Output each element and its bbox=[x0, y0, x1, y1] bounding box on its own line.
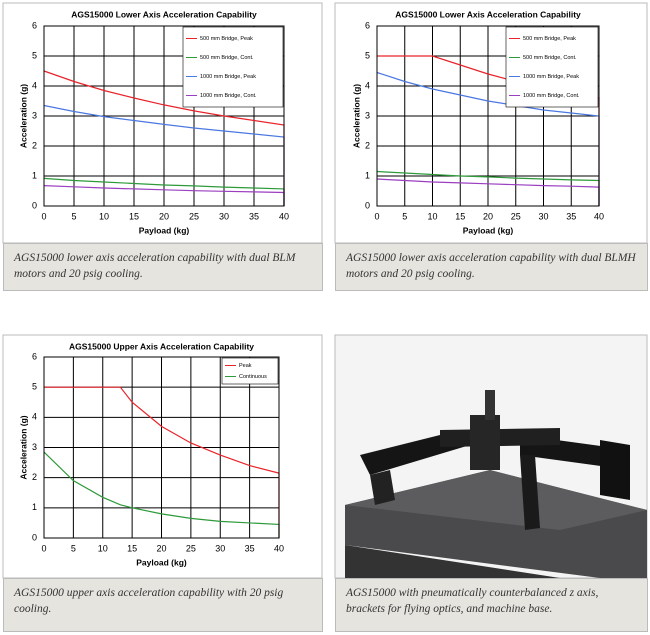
y-tick-label: 1 bbox=[32, 502, 37, 512]
x-tick-label: 25 bbox=[186, 543, 196, 553]
x-tick-label: 10 bbox=[99, 211, 109, 221]
legend-label: 500 mm Bridge, Cont. bbox=[200, 55, 254, 61]
x-tick-label: 35 bbox=[245, 543, 255, 553]
y-tick-label: 6 bbox=[32, 351, 37, 361]
chart-title: AGS15000 Lower Axis Acceleration Capabil… bbox=[395, 9, 581, 19]
legend-label: Continuous bbox=[239, 374, 267, 380]
chart-title: AGS15000 Upper Axis Acceleration Capabil… bbox=[69, 341, 254, 351]
plot-frame bbox=[43, 356, 280, 539]
caption: AGS15000 lower axis acceleration capabil… bbox=[3, 243, 323, 291]
y-tick-label: 3 bbox=[365, 110, 370, 120]
x-tick-label: 30 bbox=[538, 211, 548, 221]
y-tick-label: 5 bbox=[32, 382, 37, 392]
y-tick-label: 2 bbox=[365, 140, 370, 150]
x-tick-label: 30 bbox=[219, 211, 229, 221]
legend-label: 1000 mm Bridge, Cont. bbox=[200, 93, 257, 99]
y-tick-label: 0 bbox=[32, 532, 37, 542]
x-axis-label: Payload (kg) bbox=[136, 557, 187, 567]
legend-label: 1000 mm Bridge, Peak bbox=[523, 74, 579, 80]
y-tick-label: 4 bbox=[365, 80, 370, 90]
x-tick-label: 30 bbox=[215, 543, 225, 553]
series-line bbox=[376, 170, 600, 206]
legend-box bbox=[221, 357, 279, 385]
x-tick-label: 20 bbox=[159, 211, 169, 221]
legend-label: 500 mm Bridge, Peak bbox=[200, 36, 253, 42]
y-tick-label: 4 bbox=[32, 412, 37, 422]
y-tick-label: 5 bbox=[32, 50, 37, 60]
x-tick-label: 10 bbox=[427, 211, 437, 221]
x-tick-label: 10 bbox=[98, 543, 108, 553]
y-tick-label: 4 bbox=[32, 80, 37, 90]
x-tick-label: 5 bbox=[402, 211, 407, 221]
y-tick-label: 3 bbox=[32, 442, 37, 452]
y-tick-label: 5 bbox=[365, 50, 370, 60]
y-axis-label: Acceleration (g) bbox=[18, 415, 28, 479]
x-tick-label: 5 bbox=[71, 543, 76, 553]
y-axis-label: Acceleration (g) bbox=[18, 84, 28, 148]
x-tick-label: 40 bbox=[594, 211, 604, 221]
x-tick-label: 40 bbox=[274, 543, 284, 553]
y-axis-label: Acceleration (g) bbox=[351, 84, 361, 148]
series-line bbox=[43, 185, 285, 206]
y-tick-label: 6 bbox=[365, 20, 370, 30]
x-axis-label: Payload (kg) bbox=[463, 225, 514, 235]
x-tick-label: 15 bbox=[129, 211, 139, 221]
series-line bbox=[44, 386, 280, 538]
legend-label: 1000 mm Bridge, Cont. bbox=[523, 93, 580, 99]
x-tick-label: 25 bbox=[189, 211, 199, 221]
x-tick-label: 20 bbox=[483, 211, 493, 221]
caption: AGS15000 with pneumatically counterbalan… bbox=[335, 578, 648, 632]
y-tick-label: 3 bbox=[32, 110, 37, 120]
x-tick-label: 5 bbox=[71, 211, 76, 221]
x-axis-label: Payload (kg) bbox=[139, 225, 190, 235]
x-tick-label: 25 bbox=[511, 211, 521, 221]
y-tick-label: 2 bbox=[32, 472, 37, 482]
y-tick-label: 1 bbox=[365, 170, 370, 180]
y-tick-label: 0 bbox=[365, 200, 370, 210]
series-line bbox=[43, 451, 280, 538]
x-tick-label: 20 bbox=[156, 543, 166, 553]
photo bbox=[334, 334, 648, 579]
x-tick-label: 0 bbox=[374, 211, 379, 221]
caption: AGS15000 lower axis acceleration capabil… bbox=[335, 243, 648, 291]
plot-frame bbox=[376, 25, 600, 207]
caption: AGS15000 upper axis acceleration capabil… bbox=[3, 578, 323, 632]
series-line bbox=[43, 104, 285, 206]
series-line bbox=[376, 178, 600, 206]
x-tick-label: 40 bbox=[279, 211, 289, 221]
legend-box bbox=[182, 26, 284, 108]
series-line bbox=[376, 71, 600, 206]
y-tick-label: 2 bbox=[32, 140, 37, 150]
y-tick-label: 0 bbox=[32, 200, 37, 210]
x-tick-label: 35 bbox=[566, 211, 576, 221]
x-tick-label: 0 bbox=[41, 543, 46, 553]
series-line bbox=[43, 70, 285, 206]
y-tick-label: 1 bbox=[32, 170, 37, 180]
chart-title: AGS15000 Lower Axis Acceleration Capabil… bbox=[71, 9, 257, 19]
legend-label: 1000 mm Bridge, Peak bbox=[200, 74, 256, 80]
legend-label: Peak bbox=[239, 363, 252, 369]
x-tick-label: 15 bbox=[455, 211, 465, 221]
x-tick-label: 35 bbox=[249, 211, 259, 221]
y-tick-label: 6 bbox=[32, 20, 37, 30]
panel bbox=[334, 2, 648, 244]
x-tick-label: 15 bbox=[127, 543, 137, 553]
legend-label: 500 mm Bridge, Cont. bbox=[523, 55, 577, 61]
legend-label: 500 mm Bridge, Peak bbox=[523, 36, 576, 42]
x-tick-label: 0 bbox=[41, 211, 46, 221]
series-line bbox=[43, 177, 285, 206]
plot-frame bbox=[43, 25, 285, 207]
legend-box bbox=[505, 26, 599, 108]
